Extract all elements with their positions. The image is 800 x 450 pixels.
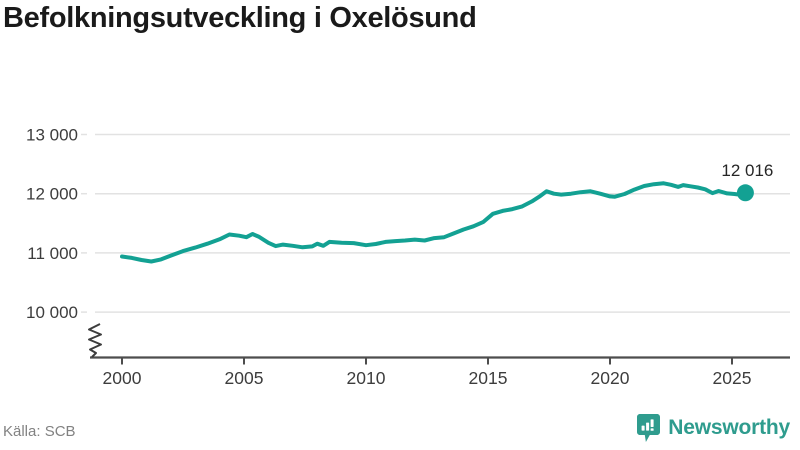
latest-point	[736, 184, 754, 202]
y-tick-label: 11 000	[27, 244, 78, 263]
x-tick-label: 2015	[469, 368, 508, 388]
logo-bar-2	[646, 422, 650, 431]
population-line	[120, 181, 748, 264]
x-tick-label: 2010	[347, 368, 386, 388]
logo-bar-1	[641, 425, 645, 431]
y-tick-label: 10 000	[26, 303, 78, 322]
axis-break-icon	[88, 323, 102, 358]
source-note: Källa: SCB	[3, 423, 76, 440]
x-tick-label: 2000	[103, 368, 142, 388]
newsworthy-brand: Newsworthy	[636, 413, 790, 443]
x-tick-label: 2005	[225, 368, 264, 388]
chart-title: Befolkningsutveckling i Oxelösund	[3, 2, 477, 34]
newsworthy-wordmark: Newsworthy	[668, 416, 790, 439]
y-tick-label: 12 000	[26, 185, 78, 204]
latest-value-label: 12 016	[721, 161, 773, 180]
logo-exclamation-dot	[650, 428, 654, 431]
x-tick-label: 2025	[713, 368, 752, 388]
y-tick-label: 13 000	[26, 126, 78, 145]
newsworthy-logo-icon	[637, 414, 661, 442]
x-tick-label: 2020	[591, 368, 630, 388]
logo-exclamation-bar	[650, 419, 654, 427]
